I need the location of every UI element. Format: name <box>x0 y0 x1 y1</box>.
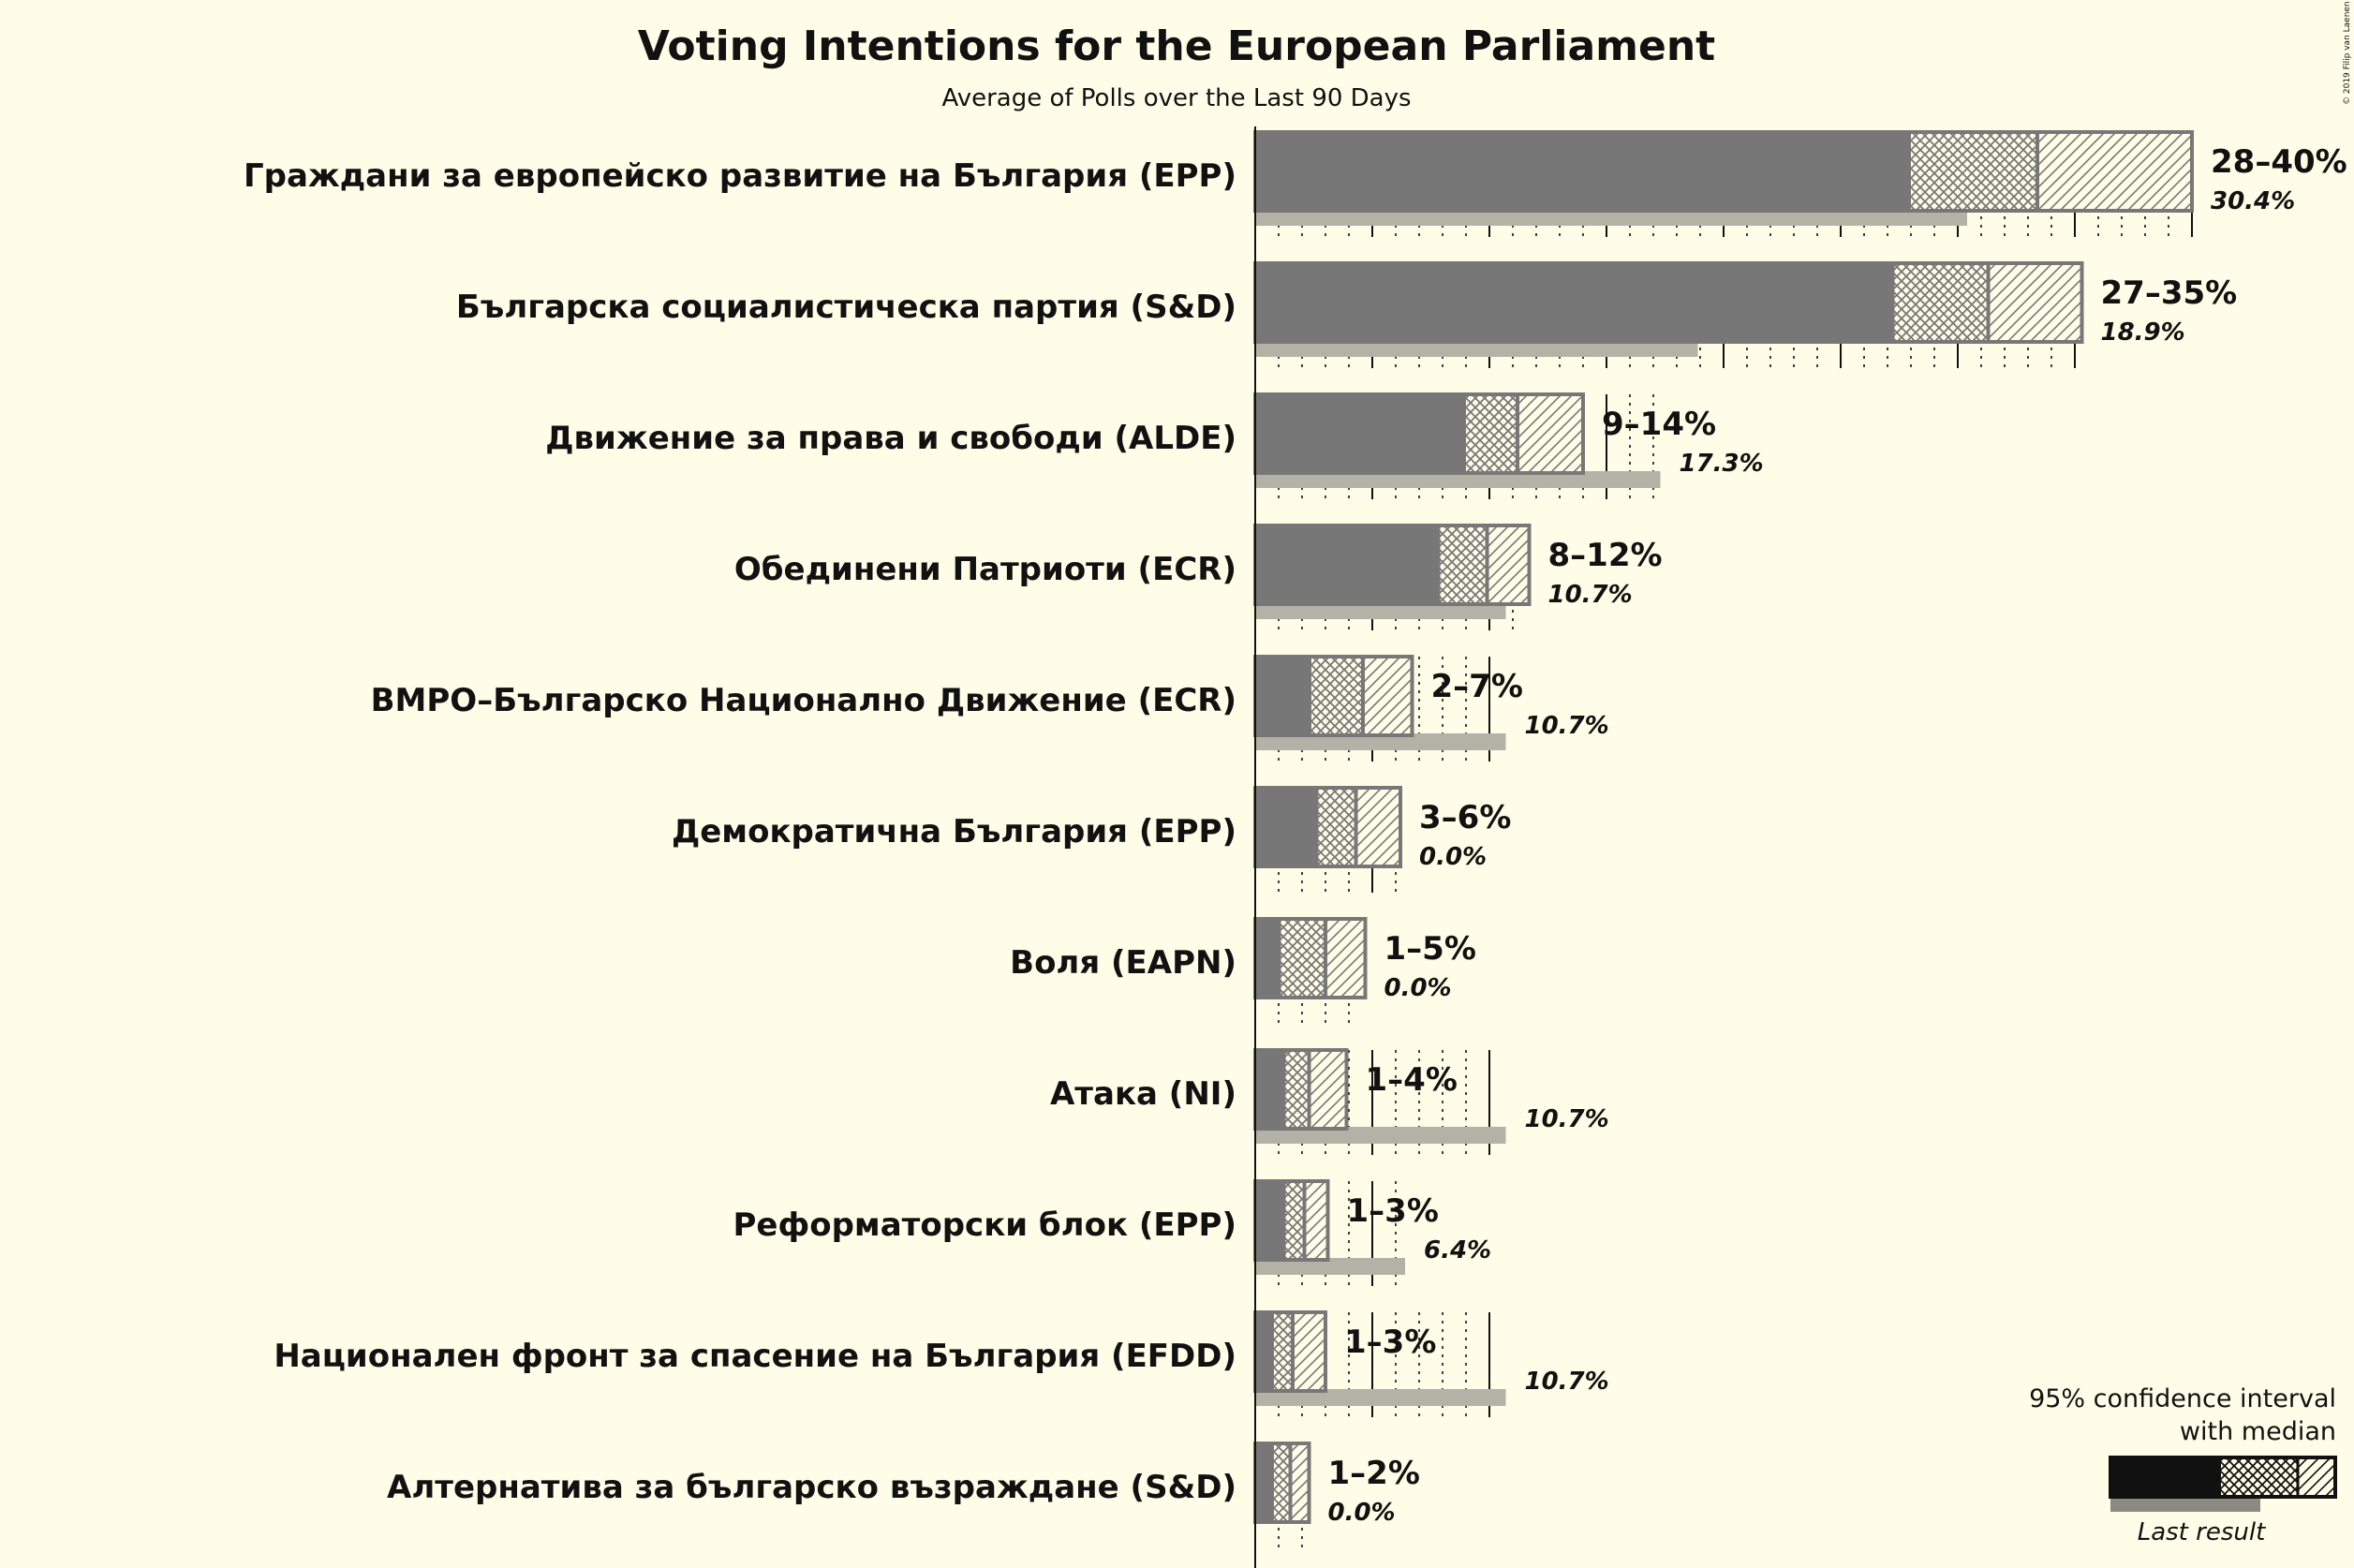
ci-crosshatch-part <box>1281 921 1325 996</box>
ci-solid-part <box>1255 525 1441 604</box>
party-name: Граждани за европейско развитие на Бълга… <box>244 157 1236 195</box>
ci-crosshatch-part <box>1911 134 2037 209</box>
ci-solid-part <box>1255 1181 1286 1260</box>
last-result-label: 0.0% <box>1328 1499 1396 1527</box>
last-result-label: 10.7% <box>1525 712 1609 740</box>
last-result-bar <box>1255 602 1506 619</box>
chart-subtitle: Average of Polls over the Last 90 Days <box>941 84 1411 112</box>
legend-title-line1: 95% confidence interval <box>2029 1384 2336 1413</box>
chart-title: Voting Intentions for the European Parli… <box>638 22 1715 70</box>
range-label: 27–35% <box>2101 274 2238 312</box>
range-label: 28–40% <box>2211 143 2347 181</box>
last-result-bar <box>1255 471 1661 488</box>
party-name: Реформаторски блок (EPP) <box>733 1206 1237 1244</box>
ci-hatch-part <box>1363 658 1413 733</box>
party-name: Национален фронт за спасение на България… <box>274 1338 1236 1375</box>
party-row: Обединени Патриоти (ECR) 8–12% 10.7% <box>734 520 1663 651</box>
last-result-bar <box>1255 1389 1506 1406</box>
ci-hatch-part <box>1487 527 1530 602</box>
last-result-label: 30.4% <box>2211 187 2295 215</box>
range-label: 3–6% <box>1419 799 1511 836</box>
ci-solid-part <box>1255 788 1319 866</box>
last-result-label: 6.4% <box>1424 1236 1491 1265</box>
range-label: 1–3% <box>1344 1324 1436 1361</box>
party-row: Реформаторски блок (EPP) 1–3% 6.4% <box>733 1176 1491 1307</box>
ci-hatch-part <box>1309 1052 1347 1127</box>
last-result-label: 18.9% <box>2101 318 2185 347</box>
last-result-bar <box>1255 1127 1506 1144</box>
ci-solid-part <box>1255 657 1311 735</box>
last-result-label: 10.7% <box>1525 1368 1609 1396</box>
ci-crosshatch-part <box>1894 265 1989 340</box>
party-row: Демократична България (EPP) 3–6% 0.0% <box>672 782 1511 913</box>
party-name: Воля (EAPN) <box>1010 944 1236 982</box>
ci-hatch-part <box>1304 1183 1328 1258</box>
ci-hatch-part <box>1290 1445 1310 1520</box>
ci-hatch-part <box>1325 921 1366 996</box>
ci-crosshatch-part <box>1318 790 1356 865</box>
legend-last-result-bar <box>2110 1495 2260 1512</box>
last-result-bar <box>1255 209 1967 226</box>
last-result-bar <box>1255 1258 1405 1275</box>
range-label: 1–3% <box>1347 1192 1439 1230</box>
ci-crosshatch-part <box>1285 1183 1305 1258</box>
ci-solid-part <box>1255 1443 1274 1522</box>
last-result-bar <box>1255 733 1506 750</box>
party-row: Воля (EAPN) 1–5% 0.0% <box>1010 913 1476 1044</box>
last-result-label: 10.7% <box>1548 581 1633 609</box>
last-result-bar <box>1255 340 1698 357</box>
party-name: Движение за права и свободи (ALDE) <box>545 420 1236 457</box>
party-name: Българска социалистическа партия (S&D) <box>456 288 1236 326</box>
party-name: ВМРО–Българско Национално Движение (ECR) <box>371 682 1236 719</box>
legend-ci-hatch <box>2298 1459 2333 1495</box>
legend-last-result-label: Last result <box>2138 1518 2266 1546</box>
ci-solid-part <box>1255 919 1281 998</box>
ci-crosshatch-part <box>1466 396 1518 471</box>
ci-hatch-part <box>1355 790 1400 865</box>
party-name: Обединени Патриоти (ECR) <box>734 551 1236 588</box>
ci-crosshatch-part <box>1285 1052 1310 1127</box>
ci-solid-part <box>1255 263 1895 342</box>
party-name: Атака (NI) <box>1050 1075 1236 1113</box>
range-label: 1–5% <box>1384 930 1476 968</box>
party-row: Алтернатива за българско възраждане (S&D… <box>387 1438 1420 1568</box>
copyright-note: © 2019 Filip van Laenen <box>2343 1 2352 105</box>
last-result-label: 17.3% <box>1680 450 1764 478</box>
ci-solid-part <box>1255 1312 1274 1391</box>
last-result-label: 0.0% <box>1419 843 1487 871</box>
legend-ci-outline <box>2109 1456 2337 1499</box>
party-name: Демократична България (EPP) <box>672 813 1236 851</box>
party-rows: Граждани за европейско развитие на Бълга… <box>244 126 2347 1568</box>
ci-hatch-part <box>1988 265 2082 340</box>
range-label: 8–12% <box>1548 537 1663 574</box>
legend: 95% confidence interval with median Last… <box>2029 1384 2337 1546</box>
ci-crosshatch-part <box>1274 1314 1293 1389</box>
ci-solid-part <box>1255 1050 1286 1129</box>
range-label: 2–7% <box>1431 668 1523 705</box>
legend-ci-solid <box>2110 1457 2221 1497</box>
party-row: Национален фронт за спасение на България… <box>274 1307 1609 1438</box>
ci-crosshatch-part <box>1440 527 1488 602</box>
ci-crosshatch-part <box>1274 1445 1291 1520</box>
range-label: 1–2% <box>1328 1455 1420 1492</box>
party-row: ВМРО–Българско Национално Движение (ECR)… <box>371 651 1609 782</box>
ci-hatch-part <box>1518 396 1583 471</box>
range-label: 1–4% <box>1366 1061 1458 1099</box>
party-row: Атака (NI) 1–4% 10.7% <box>1050 1044 1609 1176</box>
ci-solid-part <box>1255 394 1466 473</box>
ci-hatch-part <box>2037 134 2192 209</box>
party-row: Граждани за европейско развитие на Бълга… <box>244 126 2347 258</box>
ci-hatch-part <box>1293 1314 1325 1389</box>
ci-crosshatch-part <box>1311 658 1363 733</box>
party-row: Движение за права и свободи (ALDE) 9–14% 1… <box>545 389 1764 520</box>
legend-ci-crosshatch <box>2221 1459 2298 1495</box>
last-result-label: 10.7% <box>1525 1105 1609 1133</box>
ci-solid-part <box>1255 132 1911 211</box>
range-label: 9–14% <box>1602 406 1716 443</box>
party-name: Алтернатива за българско възраждане (S&D… <box>387 1469 1236 1506</box>
legend-title-line2: with median <box>2180 1417 2336 1446</box>
last-result-label: 0.0% <box>1384 974 1452 1002</box>
party-row: Българска социалистическа партия (S&D) 27… <box>456 258 2237 389</box>
